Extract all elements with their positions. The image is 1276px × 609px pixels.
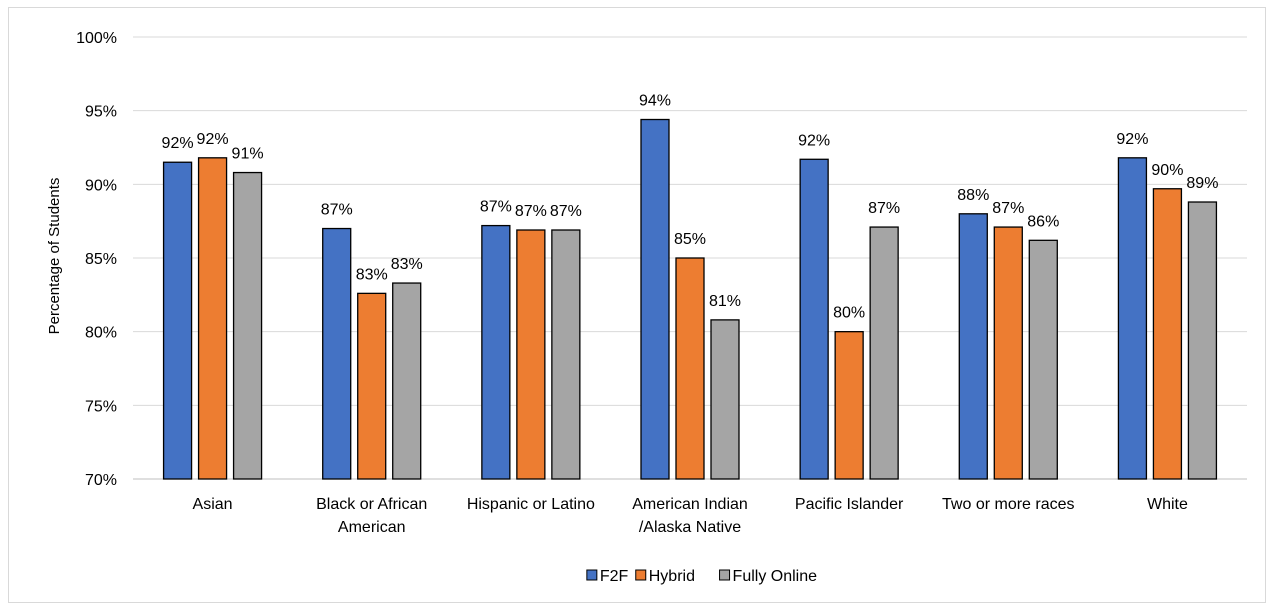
bar-hybrid [993, 226, 1023, 480]
bar-f2f [799, 158, 829, 480]
bar-f2f [958, 213, 988, 480]
bar-fully-online [232, 171, 263, 480]
data-labels: 92% 92%91%87%83%83%87% 87% 87%94%85%81%92%8… [162, 93, 1219, 322]
y-tick-label: 90% [85, 177, 117, 194]
data-label: 92% [1116, 131, 1148, 148]
data-label: 92% [162, 135, 194, 152]
bar-hybrid [675, 257, 705, 480]
y-tick-label: 70% [85, 472, 117, 489]
y-tick-label: 95% [85, 104, 117, 121]
x-axis-categories: Asian Black or African American Hispanic or… [193, 496, 1188, 536]
legend-label: F2F [600, 568, 629, 585]
x-category-label: Pacific Islander [795, 496, 904, 513]
bar-fully-online [392, 282, 422, 480]
gridlines [133, 36, 1247, 480]
data-label: 87% [550, 203, 582, 220]
x-category-label: /Alaska Native [639, 519, 741, 536]
bar-f2f [322, 227, 352, 480]
data-label: 92% [197, 131, 229, 148]
data-label: 92% [798, 132, 830, 149]
bar-hybrid [197, 157, 228, 480]
data-label: 91% [232, 146, 264, 163]
data-label: 87% [868, 200, 900, 217]
bar-hybrid [1152, 188, 1183, 480]
data-label: 85% [674, 231, 706, 248]
data-label: 87% [480, 199, 512, 216]
data-label: 89% [1186, 175, 1218, 192]
x-category-label: American Indian [632, 496, 748, 513]
y-tick-label: 100% [76, 30, 117, 47]
y-tick-label: 85% [85, 251, 117, 268]
x-category-label: American [338, 519, 406, 536]
bar-fully-online [551, 229, 581, 480]
legend: F2F Hybrid Fully Online [586, 568, 818, 585]
bar-fully-online [1028, 239, 1058, 480]
data-label: 86% [1027, 213, 1059, 230]
y-tick-label: 80% [85, 325, 117, 342]
legend-label: Hybrid [649, 568, 695, 585]
bar-fully-online [1187, 201, 1218, 480]
y-axis-ticks: 70% 75% 80% 85% 90% 95% 100% [76, 30, 117, 489]
legend-label: Fully Online [733, 568, 818, 585]
bar-f2f [1117, 157, 1148, 480]
y-axis-title: Percentage of Students [46, 178, 63, 335]
data-label: 83% [391, 256, 423, 273]
bars [162, 118, 1218, 480]
data-label: 94% [639, 93, 671, 110]
data-label: 81% [709, 293, 741, 310]
bar-f2f [481, 224, 511, 480]
bar-hybrid [834, 331, 864, 480]
x-category-label: Asian [193, 496, 233, 513]
data-label: 87% [515, 203, 547, 220]
x-category-label: Hispanic or Latino [467, 496, 595, 513]
x-category-label: White [1147, 496, 1188, 513]
y-tick-label: 75% [85, 398, 117, 415]
bar-f2f [640, 118, 670, 480]
x-category-label: Two or more races [942, 496, 1074, 513]
data-label: 87% [321, 202, 353, 219]
data-label: 87% [992, 200, 1024, 217]
bar-f2f [162, 161, 193, 480]
bar-fully-online [869, 226, 899, 480]
data-label: 80% [833, 305, 865, 322]
bar-hybrid [357, 292, 387, 480]
data-label: 88% [957, 187, 989, 204]
data-label: 90% [1151, 162, 1183, 179]
data-label: 83% [356, 266, 388, 283]
legend-swatch [719, 569, 731, 581]
bar-hybrid [516, 229, 546, 480]
legend-swatch [586, 569, 598, 581]
x-category-label: Black or African [316, 496, 427, 513]
bar-fully-online [710, 319, 740, 480]
legend-swatch [635, 569, 647, 581]
